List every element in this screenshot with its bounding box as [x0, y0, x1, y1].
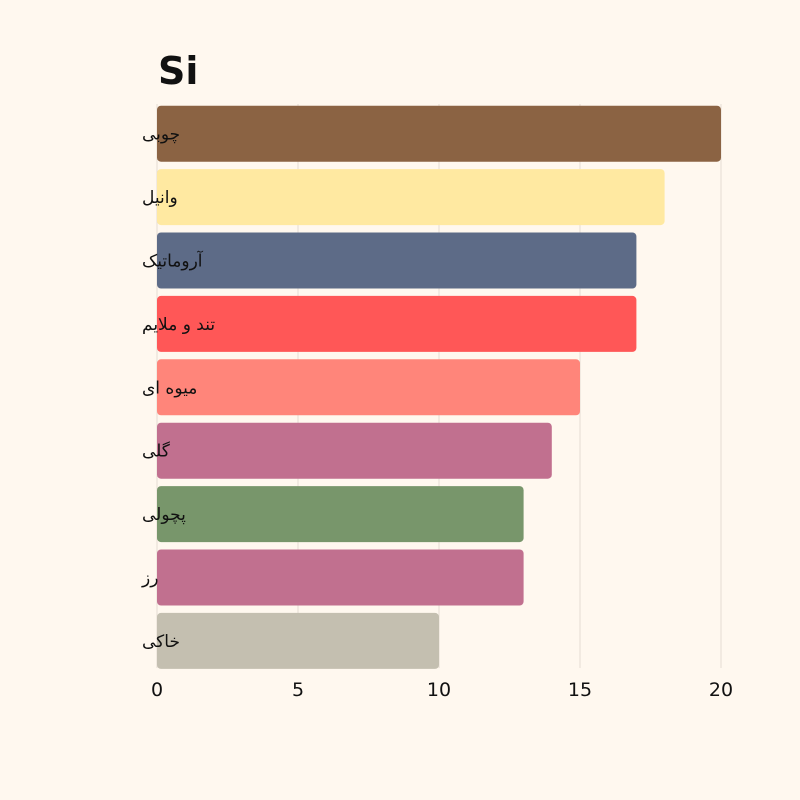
category-labels: چوبی وانیل آروماتیک تند و ملایم میوه ای گلی پچ…: [141, 125, 215, 652]
x-tick-label: 5: [292, 679, 304, 701]
bar: [157, 422, 552, 479]
bar: [157, 486, 524, 543]
category-label: خاکی: [142, 632, 180, 652]
x-tick-label: 20: [709, 679, 733, 701]
bar: [157, 295, 637, 352]
bar: [157, 232, 637, 289]
category-label: گلی: [142, 441, 171, 462]
category-label: پچولی: [142, 505, 186, 525]
x-axis-ticks: 0 5 10 15 20: [151, 679, 733, 701]
category-label: وانیل: [142, 188, 178, 208]
x-tick-label: 0: [151, 679, 163, 701]
bar: [157, 359, 580, 416]
chart-title: Si: [158, 49, 198, 93]
category-label: تند و ملایم: [142, 315, 215, 335]
bar: [157, 549, 524, 606]
bars: [157, 105, 721, 669]
bar: [157, 612, 439, 669]
category-label: میوه ای: [142, 378, 197, 398]
bar: [157, 105, 721, 162]
x-tick-label: 15: [568, 679, 592, 701]
category-label: چوبی: [142, 125, 180, 145]
category-label: رز: [141, 569, 158, 589]
bar: [157, 169, 665, 226]
category-label: آروماتیک: [142, 250, 204, 272]
x-tick-label: 10: [427, 679, 451, 701]
